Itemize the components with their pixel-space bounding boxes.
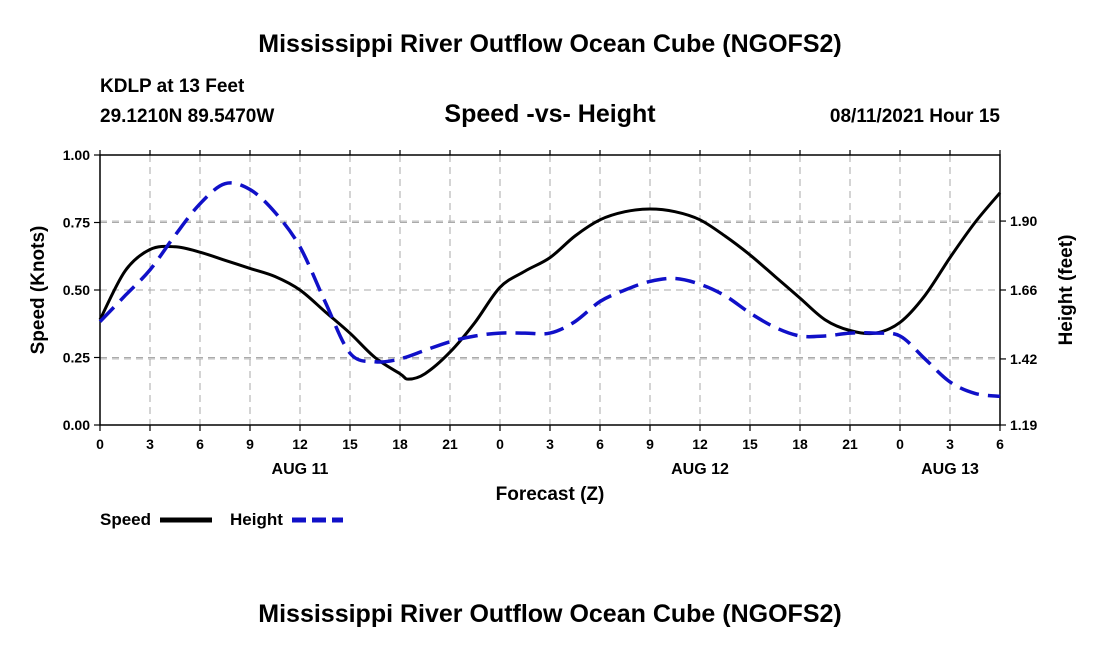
x-tick-label: 21 — [442, 436, 458, 452]
y-tick-label: 0.50 — [63, 282, 90, 298]
date-label: AUG 11 — [272, 461, 329, 478]
y2-tick-label: 1.19 — [1010, 417, 1037, 433]
x-tick-label: 12 — [292, 436, 308, 452]
x-tick-label: 0 — [96, 436, 104, 452]
x-tick-label: 6 — [196, 436, 204, 452]
axis-ticks: 0 3 6 9 12 15 18 21 0 3 6 9 12 15 18 21 0 3 6 AUG 11 AUG 12 A… — [63, 147, 1038, 478]
x-axis-label: Forecast (Z) — [496, 484, 605, 505]
page-title-top: Mississippi River Outflow Ocean Cube (NG… — [258, 30, 842, 58]
y-tick-label: 0.00 — [63, 417, 90, 433]
series-line-height — [98, 181, 1001, 399]
x-tick-label: 18 — [392, 436, 408, 452]
legend-speed-label: Speed — [100, 510, 151, 529]
y-axis-label: Speed (Knots) — [28, 226, 49, 355]
x-tick-label: 6 — [996, 436, 1004, 452]
y2-tick-label: 1.90 — [1010, 213, 1037, 229]
x-tick-label: 0 — [496, 436, 504, 452]
x-tick-label: 3 — [146, 436, 154, 452]
y2-tick-label: 1.66 — [1010, 282, 1037, 298]
date-label: AUG 12 — [671, 461, 729, 478]
series-lines — [98, 181, 1002, 399]
forecast-datetime: 08/11/2021 Hour 15 — [829, 106, 1000, 127]
x-tick-label: 18 — [792, 436, 808, 452]
x-tick-label: 15 — [742, 436, 758, 452]
station-label: KDLP at 13 Feet — [100, 76, 245, 97]
x-tick-label: 15 — [342, 436, 358, 452]
page-title-bottom: Mississippi River Outflow Ocean Cube (NG… — [258, 600, 842, 628]
x-tick-label: 3 — [546, 436, 554, 452]
x-tick-label: 12 — [692, 436, 708, 452]
y-tick-label: 1.00 — [63, 147, 90, 163]
grid-lines — [100, 155, 1000, 425]
legend: Speed Height — [100, 510, 343, 529]
series-line-speed — [98, 191, 1002, 381]
station-coords: 29.1210N 89.5470W — [100, 106, 275, 127]
x-tick-label: 9 — [646, 436, 654, 452]
y2-axis-label: Height (feet) — [1056, 235, 1077, 346]
date-label: AUG 13 — [921, 461, 979, 478]
x-tick-label: 0 — [896, 436, 904, 452]
x-tick-label: 3 — [946, 436, 954, 452]
x-tick-label: 9 — [246, 436, 254, 452]
y-tick-label: 0.75 — [63, 215, 90, 231]
y-tick-label: 0.25 — [63, 350, 90, 366]
legend-height-label: Height — [230, 510, 283, 529]
y2-tick-label: 1.42 — [1010, 351, 1037, 367]
x-tick-label: 6 — [596, 436, 604, 452]
x-tick-label: 21 — [842, 436, 858, 452]
chart-title: Speed -vs- Height — [444, 100, 656, 128]
